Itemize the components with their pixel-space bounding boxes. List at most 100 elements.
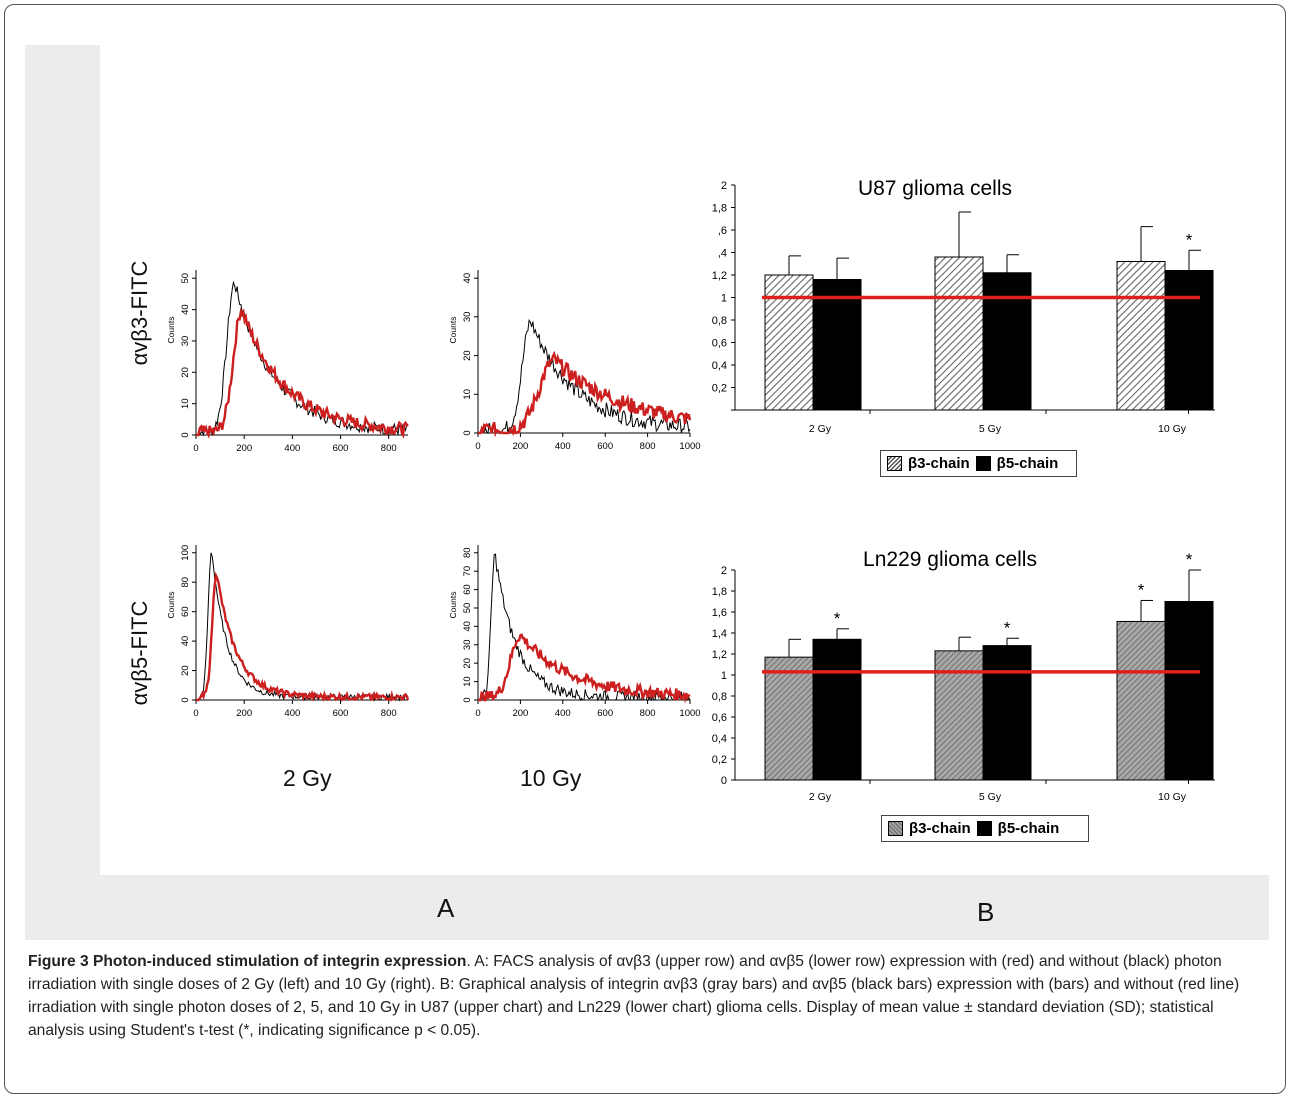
y-tick-label: 1,4 [712,628,727,640]
x-tick-label: 200 [512,708,528,719]
y-tick-label: ,4 [718,248,727,260]
x-tick-label: 1000 [679,441,700,452]
y-tick-label: 20 [462,350,473,361]
x-tick-label: 0 [193,443,198,454]
y-axis-label: Counts [448,317,458,344]
red-histogram [196,571,410,703]
panel-label-a: A [437,893,455,923]
y-tick-label: 1,2 [712,649,727,661]
y-tick-label: 30 [462,312,473,323]
y-tick-label: 80 [462,547,473,558]
y-tick-label: 2 [721,565,727,577]
x-tick-label: 200 [236,708,252,719]
y-tick-label: 70 [462,566,473,577]
significance-mark: * [1186,230,1193,249]
y-tick-label: 10 [462,676,473,687]
y-tick-label: 0,2 [712,383,727,395]
x-tick-label: 800 [640,708,656,719]
legend-ln229: β3-chain β5-chain [881,815,1089,842]
red-histogram [478,633,691,704]
x-tick-label: 800 [381,708,397,719]
y-tick-label: 0,4 [712,733,727,745]
y-tick-label: 1 [721,670,727,682]
x-tick-label: 5 Gy [979,423,1002,435]
x-tick-label: 5 Gy [979,791,1002,803]
y-tick-label: 50 [180,273,191,284]
red-histogram [478,350,692,438]
x-tick-label: 200 [512,441,528,452]
significance-mark: * [834,609,841,628]
bar-β5-chain [1164,601,1214,781]
bar-chart-0: U87 glioma cells 0,2 0,4 0,6 0,8 1 1,2 ,4 ,6 1,8 2… [712,177,1215,435]
bar-β3-chain [764,274,814,411]
black-histogram [478,318,691,434]
x-tick-label: 400 [555,708,571,719]
x-tick-label: 400 [555,441,571,452]
dose-label-2gy: 2 Gy [283,765,332,791]
bar-β3-chain [1116,261,1166,411]
y-tick-label: 80 [180,577,191,588]
legend-u87: β3-chain β5-chain [880,450,1077,477]
y-tick-label: 100 [180,545,191,561]
x-tick-label: 10 Gy [1158,423,1187,435]
bar-β5-chain [812,638,862,781]
figure-caption: Figure 3 Photon-induced stimulation of i… [28,950,1268,1042]
x-tick-label: 0 [193,708,198,719]
dose-label-10gy: 10 Gy [520,765,582,791]
x-tick-label: 600 [333,443,349,454]
x-tick-label: 600 [333,708,349,719]
y-tick-label: 0,6 [712,712,727,724]
y-tick-label: 1,6 [712,607,727,619]
y-tick-label: 0,6 [712,338,727,350]
black-histogram [478,553,691,702]
y-tick-label: 0 [180,697,191,702]
significance-mark: * [1138,580,1145,599]
bar-β5-chain [982,272,1032,411]
y-tick-label: 40 [180,304,191,315]
facs-plot-top-2gy: 0 200 400 600 800 0 10 20 30 40 50 Counts [166,270,409,454]
legend-swatch-b5 [976,821,992,836]
y-tick-label: 20 [462,658,473,669]
y-tick-label: 0 [721,775,727,787]
x-tick-label: 1000 [679,708,700,719]
y-tick-label: 60 [462,584,473,595]
y-tick-label: 20 [180,665,191,676]
x-tick-label: 400 [284,443,300,454]
y-tick-label: 0,8 [712,315,727,327]
x-tick-label: 200 [236,443,252,454]
legend-swatch-b3 [887,456,902,471]
y-tick-label: 40 [180,636,191,647]
y-tick-label: 0,2 [712,754,727,766]
y-tick-label: 10 [462,389,473,400]
y-tick-label: 2 [721,180,727,192]
legend-label-b5: β5-chain [997,820,1060,837]
legend-label-b5: β5-chain [996,455,1059,472]
red-histogram [196,307,409,439]
legend-swatch-b3 [888,821,903,836]
facs-plot-bottom-2gy: 0 200 400 600 800 0 20 40 60 80 100 Counts [166,545,410,719]
y-axis-label: Counts [166,592,176,619]
y-tick-label: 0 [180,432,191,437]
x-tick-label: 800 [381,443,397,454]
y-tick-label: 40 [462,621,473,632]
bar-β5-chain [812,279,862,411]
legend-swatch-b5 [975,456,991,471]
bar-β5-chain [1164,270,1214,411]
panel-label-b: B [977,897,995,927]
x-tick-label: 2 Gy [809,791,832,803]
caption-text: . A: FACS analysis of αvβ3 (upper row) a… [28,953,1240,1039]
bar-charts: U87 glioma cells 0,2 0,4 0,6 0,8 1 1,2 ,4 ,6 1,8 2… [712,177,1215,803]
y-tick-label: 0,4 [712,360,727,372]
legend-label-b3: β3-chain [909,820,971,837]
caption-title: Figure 3 Photon-induced stimulation of i… [28,953,467,970]
x-tick-label: 800 [640,441,656,452]
bar-β3-chain [934,256,984,411]
y-tick-label: 1,2 [712,270,727,282]
significance-mark: * [1004,618,1011,637]
y-tick-label: ,6 [718,225,727,237]
legend-label-b3: β3-chain [908,455,970,472]
y-tick-label: 60 [180,606,191,617]
y-tick-label: 30 [180,336,191,347]
x-tick-label: 600 [597,441,613,452]
